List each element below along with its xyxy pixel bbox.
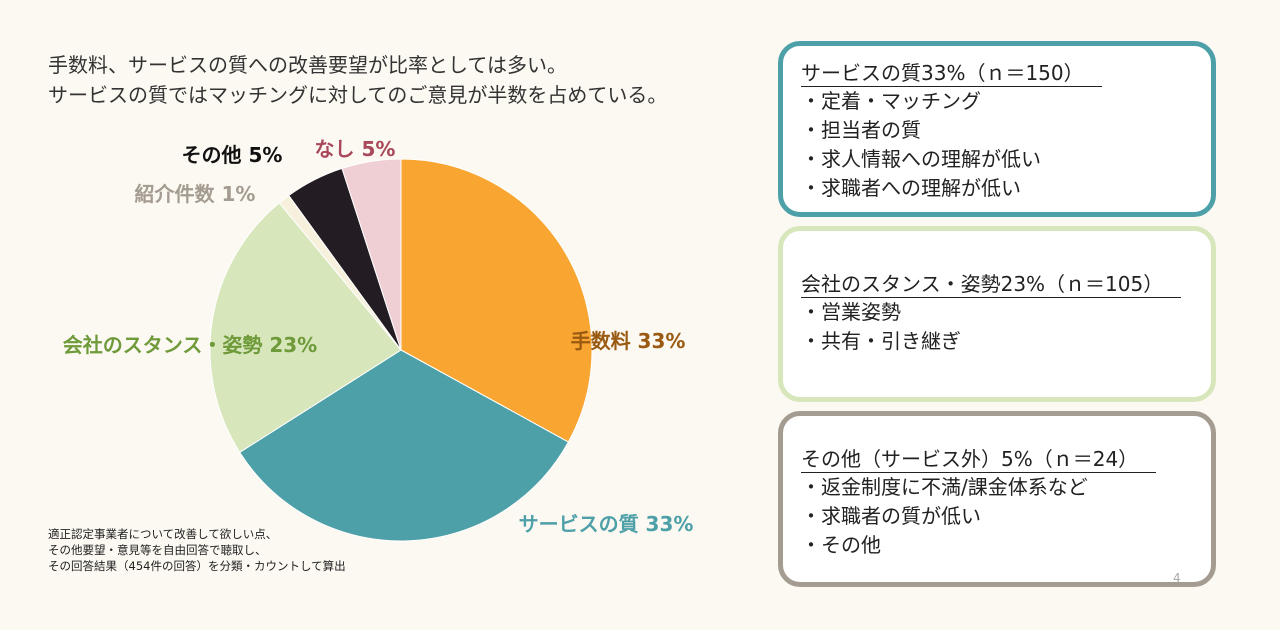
pie-chart: 手数料 33% サービスの質 33% 会社のスタンス・姿勢 23% 紹介件数 1% その… [63, 137, 694, 542]
company-stance-item: ・共有・引き継ぎ [801, 329, 961, 353]
service-quality-item: ・求人情報への理解が低い [801, 147, 1041, 171]
pie-label-1: サービスの質 33% [519, 512, 694, 536]
headline-line-2: サービスの質ではマッチングに対してのご意見が半数を占めている。 [48, 83, 668, 107]
footnote-line-2: その他要望・意見等を自由回答で聴取し、 [48, 543, 267, 557]
footnote-line-1: 適正認定事業者について改善して欲しい点、 [48, 527, 278, 541]
footnote: 適正認定事業者について改善して欲しい点、 その他要望・意見等を自由回答で聴取し、… [48, 526, 346, 574]
pie-label-3: 紹介件数 1% [135, 182, 256, 206]
service-quality-item: ・求職者への理解が低い [801, 176, 1021, 200]
pie-label-4: その他 5% [182, 143, 283, 167]
pie-label-0: 手数料 33% [571, 329, 686, 353]
headline: 手数料、サービスの質への改善要望が比率としては多い。 サービスの質ではマッチング… [48, 50, 667, 110]
pie-slice-1 [239, 349, 570, 542]
company-stance-box: 会社のスタンス・姿勢23%（ｎ＝105） ・営業姿勢 ・共有・引き継ぎ [778, 226, 1216, 402]
headline-line-1: 手数料、サービスの質への改善要望が比率としては多い。 [48, 53, 567, 77]
page-number: 4 [1173, 571, 1181, 585]
pie-slice-0 [400, 158, 593, 443]
company-stance-box-title: 会社のスタンス・姿勢23%（ｎ＝105） [801, 271, 1182, 298]
other-item: ・求職者の質が低い [801, 504, 981, 528]
pie-slice-5 [341, 158, 402, 351]
service-quality-box: サービスの質33%（ｎ＝150） ・定着・マッチング ・担当者の質 ・求人情報へ… [778, 41, 1216, 217]
other-item: ・返金制度に不満/課金体系など [801, 475, 1088, 499]
service-quality-item: ・担当者の質 [801, 118, 921, 142]
pie-label-5: なし 5% [315, 137, 396, 161]
company-stance-item: ・営業姿勢 [801, 300, 901, 324]
footnote-line-3: その回答結果（454件の回答）を分類・カウントして算出 [48, 559, 346, 573]
other-box: その他（サービス外）5%（ｎ＝24） ・返金制度に不満/課金体系など ・求職者の… [778, 411, 1216, 587]
other-item: ・その他 [801, 533, 881, 557]
pie-label-2: 会社のスタンス・姿勢 23% [63, 333, 317, 357]
service-quality-item: ・定着・マッチング [801, 89, 981, 113]
service-quality-box-title: サービスの質33%（ｎ＝150） [801, 60, 1102, 87]
pie-slice-2 [209, 202, 402, 454]
other-box-title: その他（サービス外）5%（ｎ＝24） [801, 446, 1157, 473]
